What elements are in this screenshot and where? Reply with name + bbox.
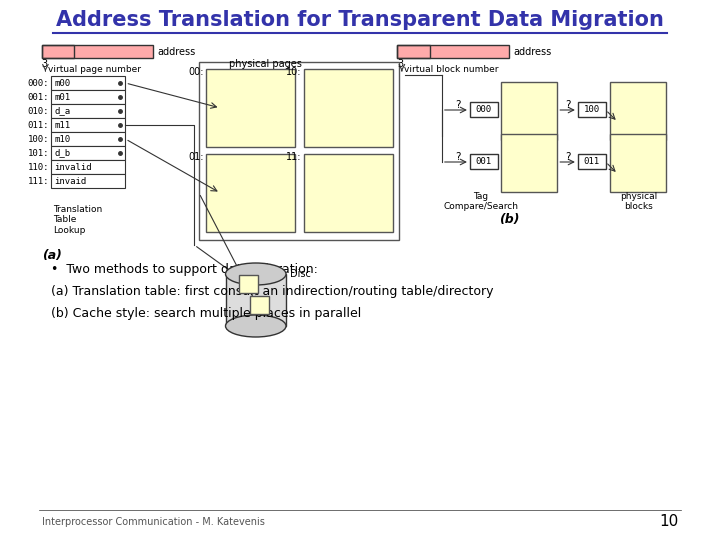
Text: ?: ?	[564, 100, 570, 110]
Text: Address Translation for Transparent Data Migration: Address Translation for Transparent Data…	[56, 10, 664, 30]
Text: 100:: 100:	[27, 134, 49, 144]
FancyBboxPatch shape	[51, 146, 125, 160]
Text: d_b: d_b	[55, 148, 71, 158]
FancyBboxPatch shape	[51, 132, 125, 146]
FancyBboxPatch shape	[577, 102, 606, 117]
Text: address: address	[157, 47, 195, 57]
FancyBboxPatch shape	[470, 102, 498, 117]
Text: 3: 3	[42, 59, 48, 69]
FancyBboxPatch shape	[51, 160, 125, 174]
Text: d_a: d_a	[55, 106, 71, 116]
Text: 11:: 11:	[286, 152, 302, 162]
FancyBboxPatch shape	[304, 69, 392, 147]
FancyBboxPatch shape	[250, 296, 269, 314]
FancyBboxPatch shape	[611, 82, 666, 140]
Text: 3: 3	[397, 59, 403, 69]
Text: ?: ?	[455, 100, 461, 110]
FancyBboxPatch shape	[304, 154, 392, 232]
FancyBboxPatch shape	[501, 82, 557, 140]
FancyBboxPatch shape	[397, 45, 509, 58]
FancyBboxPatch shape	[207, 154, 295, 232]
FancyBboxPatch shape	[470, 154, 498, 169]
Text: (a) Translation table: first consult an indirection/routing table/directory: (a) Translation table: first consult an …	[51, 286, 493, 299]
Text: 001: 001	[476, 158, 492, 166]
FancyBboxPatch shape	[51, 174, 125, 188]
Text: Disc: Disc	[289, 269, 310, 279]
Text: m01: m01	[55, 92, 71, 102]
FancyBboxPatch shape	[207, 69, 295, 147]
Text: (b): (b)	[499, 213, 519, 226]
FancyBboxPatch shape	[239, 275, 258, 293]
Text: physical
blocks: physical blocks	[620, 192, 657, 211]
Text: 00:: 00:	[188, 67, 204, 77]
Text: address: address	[513, 47, 552, 57]
Text: physical pages: physical pages	[229, 59, 302, 69]
Ellipse shape	[225, 263, 286, 285]
Text: (a): (a)	[42, 248, 62, 261]
Text: m10: m10	[55, 134, 71, 144]
FancyBboxPatch shape	[51, 118, 125, 132]
FancyBboxPatch shape	[51, 90, 125, 104]
Text: virtual block number: virtual block number	[404, 65, 498, 75]
Text: 010:: 010:	[27, 106, 49, 116]
Text: 10: 10	[659, 515, 678, 530]
Text: Interprocessor Communication - M. Katevenis: Interprocessor Communication - M. Kateve…	[42, 517, 264, 527]
Text: •  Two methods to support data migration:: • Two methods to support data migration:	[51, 264, 318, 276]
Text: 110:: 110:	[27, 163, 49, 172]
FancyBboxPatch shape	[577, 154, 606, 169]
FancyBboxPatch shape	[51, 104, 125, 118]
Text: 100: 100	[584, 105, 600, 114]
Text: ?: ?	[455, 152, 461, 162]
Text: 01:: 01:	[188, 152, 204, 162]
Text: invalid: invalid	[55, 163, 92, 172]
Text: m00: m00	[55, 78, 71, 87]
Text: invaid: invaid	[55, 177, 87, 186]
Text: virtual page number: virtual page number	[48, 65, 141, 75]
Text: 10:: 10:	[286, 67, 302, 77]
Text: ?: ?	[564, 152, 570, 162]
FancyBboxPatch shape	[51, 76, 125, 90]
FancyBboxPatch shape	[501, 134, 557, 192]
Text: 000: 000	[476, 105, 492, 114]
FancyBboxPatch shape	[42, 45, 153, 58]
FancyBboxPatch shape	[611, 134, 666, 192]
Text: m11: m11	[55, 120, 71, 130]
FancyBboxPatch shape	[225, 274, 286, 326]
Text: 011:: 011:	[27, 120, 49, 130]
Ellipse shape	[225, 315, 286, 337]
Text: 101:: 101:	[27, 148, 49, 158]
Text: Tag
Compare/Search: Tag Compare/Search	[444, 192, 518, 211]
Text: Translation
Table
Lookup: Translation Table Lookup	[53, 205, 102, 235]
Text: 011: 011	[584, 158, 600, 166]
Text: 001:: 001:	[27, 92, 49, 102]
Text: 111:: 111:	[27, 177, 49, 186]
Text: (b) Cache style: search multiple places in parallel: (b) Cache style: search multiple places …	[51, 307, 361, 321]
Text: 000:: 000:	[27, 78, 49, 87]
